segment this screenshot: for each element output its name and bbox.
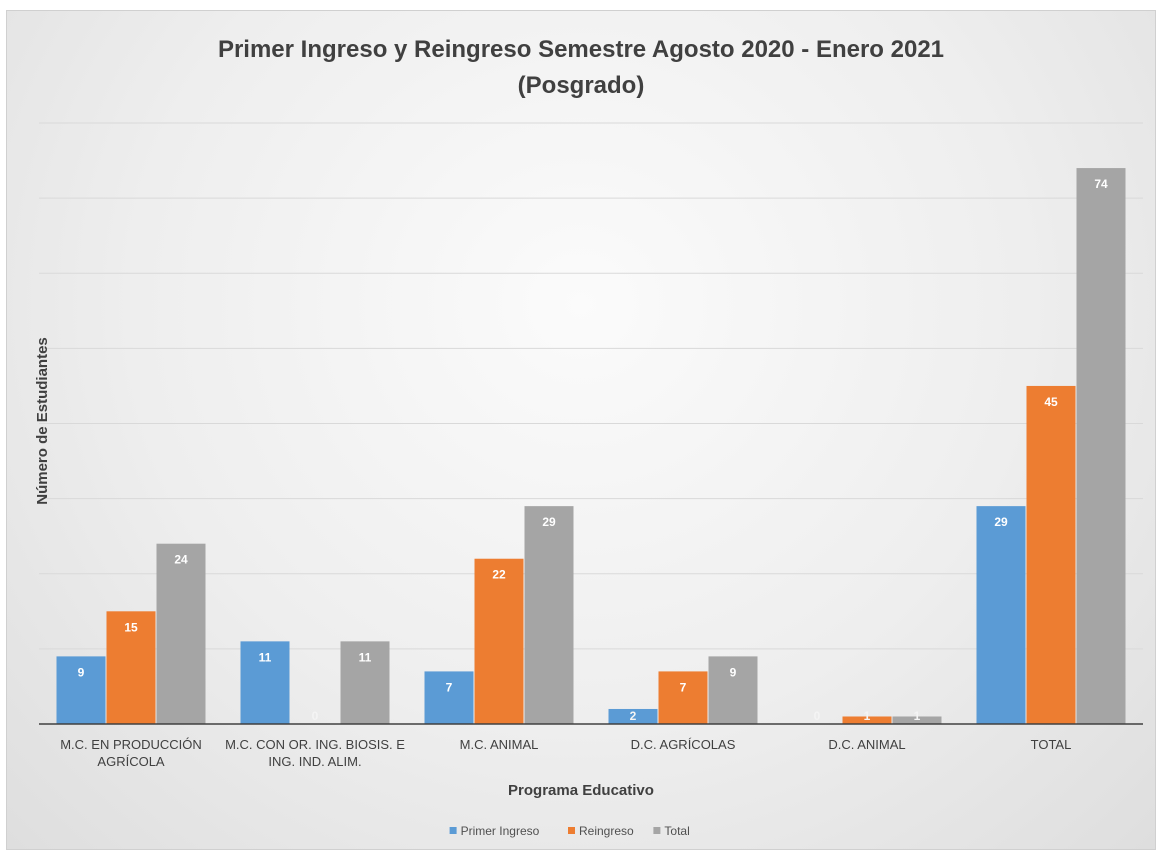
data-label: 15 [124, 620, 138, 634]
x-axis-label: Programa Educativo [508, 782, 654, 799]
bar-chart: Primer Ingreso y Reingreso Semestre Agos… [34, 36, 1143, 838]
data-label: 45 [1044, 395, 1058, 409]
legend-swatch [568, 827, 575, 834]
bar [608, 708, 658, 724]
bar [474, 558, 524, 724]
legend-label: Total [664, 824, 689, 838]
data-label: 74 [1094, 177, 1108, 191]
x-tick-label: D.C. ANIMAL [828, 737, 905, 752]
bar [892, 716, 942, 724]
legend-item: Primer Ingreso [449, 824, 540, 838]
data-label: 2 [630, 709, 637, 723]
data-label: 7 [446, 680, 453, 694]
bar [1076, 168, 1126, 724]
data-label: 22 [492, 568, 506, 582]
bar [424, 671, 474, 724]
data-label: 9 [730, 665, 737, 679]
bar [708, 656, 758, 724]
bar [1026, 385, 1076, 724]
chart-frame: Primer Ingreso y Reingreso Semestre Agos… [6, 10, 1156, 850]
data-label: 1 [914, 709, 921, 723]
bar [658, 671, 708, 724]
legend-label: Primer Ingreso [461, 824, 540, 838]
gridlines [39, 122, 1143, 650]
legend-item: Reingreso [568, 824, 634, 838]
bar [976, 506, 1026, 724]
data-label: 7 [680, 680, 687, 694]
bar [240, 641, 290, 724]
data-label: 11 [259, 650, 272, 664]
x-axis: M.C. EN PRODUCCIÓN AGRÍCOLA M.C. CON OR. I… [39, 723, 1143, 769]
data-label: 9 [78, 665, 85, 679]
data-label: 0 [312, 709, 319, 723]
legend-swatch [653, 827, 661, 834]
x-tick-label: M.C. ANIMAL [460, 737, 539, 752]
x-tick-label: D.C. AGRÍCOLAS [631, 737, 736, 752]
bar [56, 656, 106, 724]
legend-swatch [449, 827, 457, 834]
y-axis-label: Número de Estudiantes [34, 337, 51, 505]
data-label: 24 [174, 553, 188, 567]
x-tick-label: M.C. EN PRODUCCIÓN AGRÍCOLA [60, 737, 202, 769]
legend: Primer Ingreso Reingreso Total [449, 824, 690, 838]
x-tick-label: TOTAL [1031, 737, 1072, 752]
legend-item: Total [653, 824, 690, 838]
data-label: 0 [814, 709, 821, 723]
data-label: 29 [542, 515, 556, 529]
data-label: 29 [994, 515, 1008, 529]
bar [524, 506, 574, 724]
data-label: 11 [359, 650, 372, 664]
bar [106, 611, 156, 724]
chart-title: Primer Ingreso y Reingreso Semestre Agos… [218, 36, 944, 63]
bar [156, 543, 206, 724]
legend-label: Reingreso [579, 824, 634, 838]
chart-subtitle: (Posgrado) [518, 72, 645, 99]
data-label: 1 [864, 709, 871, 723]
bar [340, 641, 390, 724]
bar [842, 716, 892, 724]
x-tick-label: M.C. CON OR. ING. BIOSIS. E ING. IND. ALI… [225, 737, 405, 769]
